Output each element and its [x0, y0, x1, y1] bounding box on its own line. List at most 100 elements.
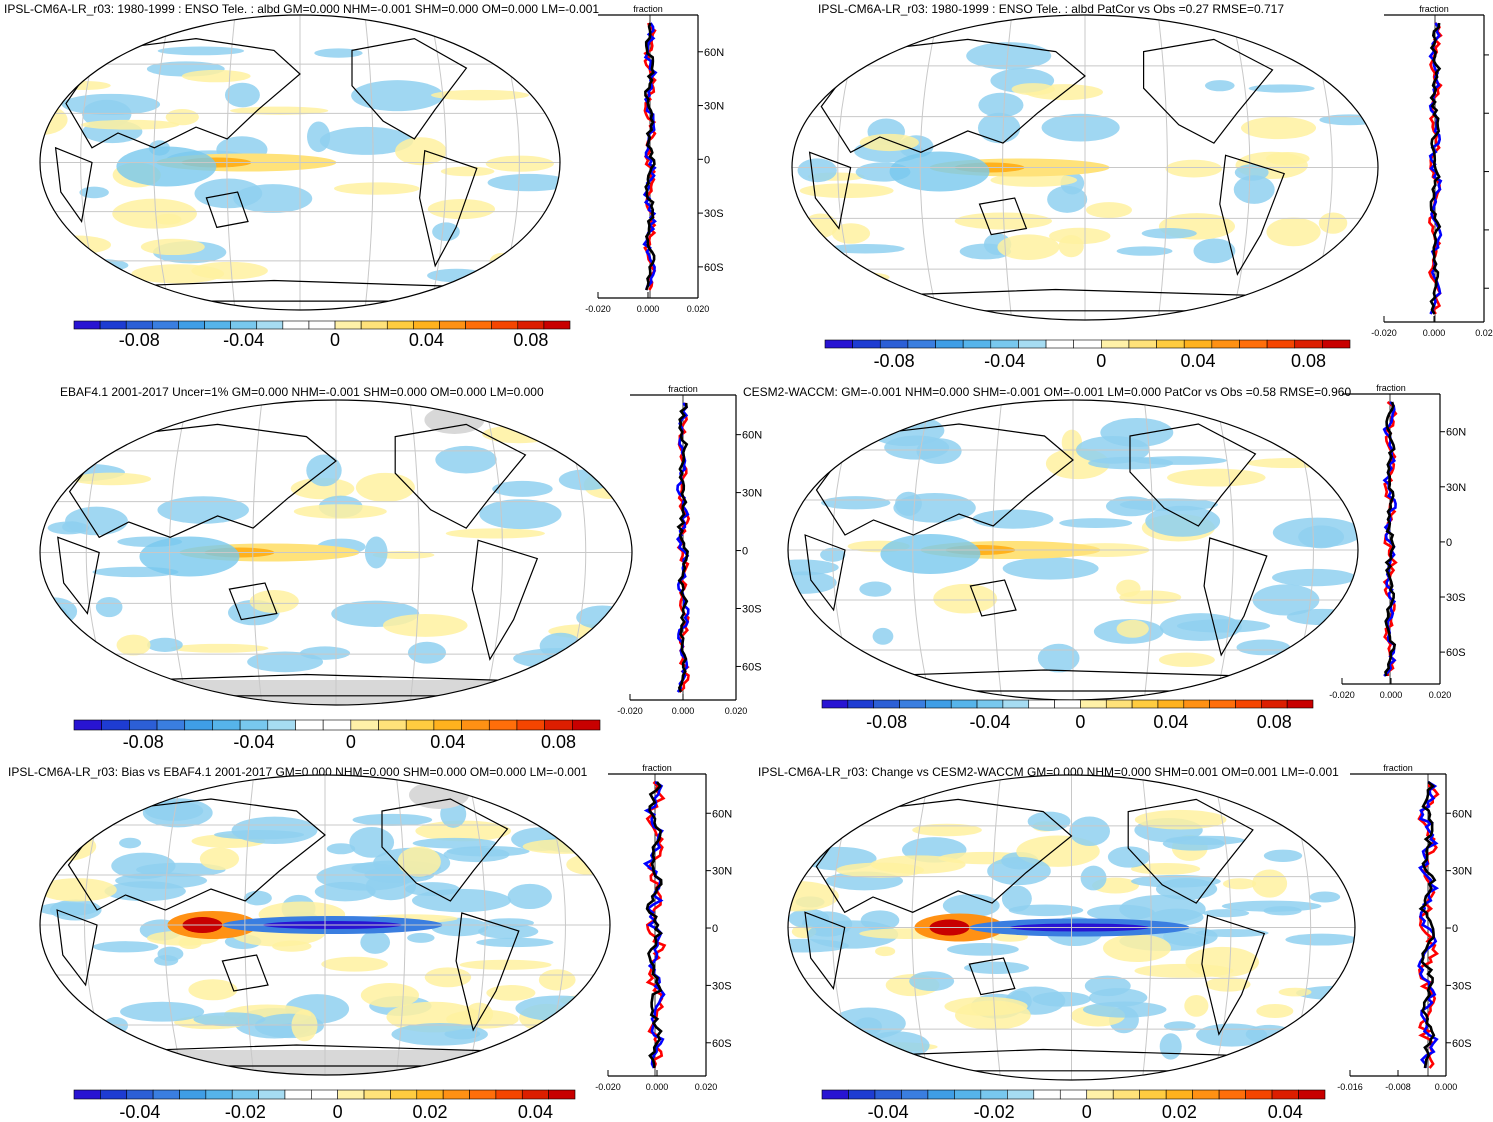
- anomaly-patch: [859, 133, 919, 152]
- colorbar-cell: [874, 1089, 902, 1100]
- anomaly-patch: [792, 272, 858, 281]
- anomaly-patch: [486, 985, 536, 1001]
- map-border: [39, 774, 611, 1076]
- colorbar-cell: [1086, 1089, 1114, 1100]
- panel-title: CESM2-WACCM: GM=-0.001 NHM=0.000 SHM=-0.…: [743, 385, 1351, 399]
- colorbar-cell: [1080, 699, 1107, 709]
- anomaly-patch: [1195, 928, 1269, 938]
- anomaly-patch: [933, 583, 998, 614]
- colorbar-cell: [1105, 699, 1133, 709]
- anomaly-patch: [572, 644, 632, 670]
- anomaly-patch: [1266, 217, 1321, 247]
- colorbar-cell: [1139, 1089, 1167, 1100]
- colorbar-cell: [360, 320, 388, 330]
- anomaly-patch: [435, 445, 497, 474]
- anomaly-patch: [199, 847, 240, 871]
- colorbar-cell: [378, 719, 407, 731]
- colorbar-label: 0.08: [1291, 351, 1326, 371]
- colorbar-cell: [521, 1089, 549, 1100]
- profile-line: [676, 402, 689, 693]
- anomaly-patch: [1305, 792, 1355, 822]
- colorbar-cell: [282, 320, 310, 330]
- latitude-label: 60S: [712, 1038, 732, 1050]
- colorbar-cell: [184, 719, 213, 731]
- anomaly-patch: [65, 506, 128, 536]
- colorbar-cell: [152, 1089, 180, 1100]
- anomaly-patch: [966, 42, 1052, 70]
- anomaly-patch: [231, 816, 318, 844]
- map-field: [40, 775, 610, 1075]
- anomaly-patch: [1159, 613, 1242, 641]
- colorbar-cell: [1211, 339, 1240, 349]
- coastline: [969, 579, 1017, 617]
- latitude-label: 60N: [712, 808, 732, 820]
- anomaly-patch: [1241, 116, 1317, 140]
- anomaly-patch: [40, 64, 86, 78]
- colorbar-cell: [990, 339, 1019, 349]
- profile-xtick: -0.020: [1329, 690, 1355, 700]
- colorbar: -0.04 -0.02 0 0.02 0.04: [73, 1089, 576, 1122]
- colorbar-cell: [899, 699, 926, 709]
- colorbar-cell: [258, 1089, 286, 1100]
- anomaly-patch: [1236, 639, 1291, 656]
- latitude-label: 60S: [704, 262, 724, 274]
- colorbar-cell: [544, 719, 573, 731]
- colorbar-cell: [230, 320, 258, 330]
- coastline: [804, 534, 846, 612]
- anomaly-patch: [440, 166, 495, 177]
- anomaly-patch: [1150, 908, 1204, 926]
- panel-title: IPSL-CM6A-LR_r03: Bias vs EBAF4.1 2001-2…: [8, 765, 588, 779]
- anomaly-patch: [326, 843, 356, 855]
- anomaly-patch: [140, 238, 205, 256]
- colorbar-cell: [178, 320, 205, 330]
- zonal-profile: fraction -0.020 0.000 0.02: [1371, 4, 1493, 338]
- colorbar-cell: [99, 320, 127, 330]
- anomaly-patch: [944, 996, 1028, 1016]
- anomaly-patch: [145, 800, 204, 821]
- colorbar-cell: [1045, 339, 1074, 349]
- anomaly-patch: [538, 969, 576, 991]
- anomaly-patch: [836, 862, 925, 878]
- anomaly-patch: [1163, 1021, 1196, 1031]
- anomaly-patch: [1193, 238, 1236, 264]
- coastline: [418, 149, 478, 268]
- profile-xtick: 0.020: [1429, 690, 1452, 700]
- colorbar-cell: [1128, 339, 1157, 349]
- latitude-label: 0: [1452, 923, 1458, 935]
- colorbar-cell: [156, 719, 186, 731]
- coastline: [1143, 38, 1274, 144]
- anomaly-patch: [181, 69, 251, 83]
- colorbar-cell: [1235, 699, 1262, 709]
- colorbar-label: -0.02: [974, 1102, 1015, 1122]
- anomaly-patch: [147, 637, 183, 652]
- panel-title: EBAF4.1 2001-2017 Uncer=1% GM=0.000 NHM=…: [60, 385, 544, 399]
- colorbar-cell: [516, 719, 545, 731]
- panel-title: IPSL-CM6A-LR_r03: 1980-1999 : ENSO Tele.…: [4, 2, 599, 16]
- anomaly-patch: [893, 493, 976, 523]
- colorbar-label: 0: [330, 330, 340, 350]
- coastline: [65, 37, 301, 149]
- profile-xtick: 0.020: [687, 304, 710, 314]
- anomaly-patch: [397, 846, 441, 877]
- anomaly-patch: [1320, 794, 1355, 823]
- colorbar: -0.04 -0.02 0 0.02 0.04: [821, 1089, 1326, 1122]
- latitude-label: 60N: [1446, 427, 1466, 439]
- anomaly-patch: [445, 528, 545, 539]
- anomaly-patch: [889, 151, 990, 192]
- coastline: [808, 151, 852, 230]
- anomaly-patch: [40, 803, 112, 834]
- colorbar-cell: [416, 1089, 444, 1100]
- panel-p3: EBAF4.1 2001-2017 Uncer=1% GM=0.000 NHM=…: [39, 384, 762, 752]
- colorbar-label: 0.02: [412, 1102, 447, 1122]
- anomaly-patch: [40, 237, 73, 266]
- profile-line: [1429, 22, 1442, 315]
- colorbar: -0.08 -0.04 0 0.04 0.08: [73, 320, 571, 350]
- colorbar-cell: [976, 699, 1004, 709]
- anomaly-patch: [1085, 202, 1133, 218]
- latitude-label: 60S: [742, 661, 762, 673]
- colorbar: -0.08 -0.04 0 0.04 0.08: [821, 699, 1314, 732]
- colorbar-cell: [469, 1089, 497, 1100]
- colorbar-cell: [439, 320, 466, 330]
- coastline: [804, 911, 846, 990]
- anomaly-patch: [550, 433, 573, 446]
